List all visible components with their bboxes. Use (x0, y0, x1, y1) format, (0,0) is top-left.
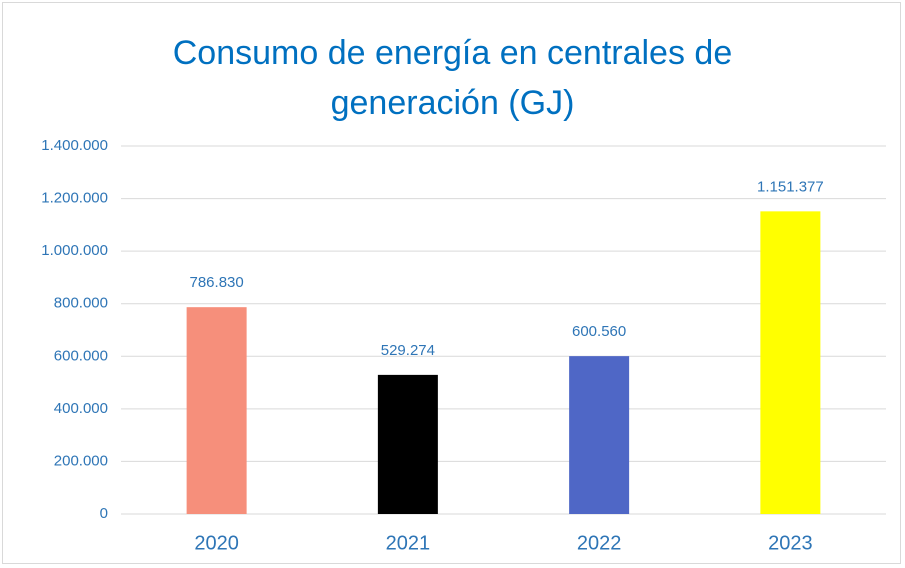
x-tick-label: 2020 (194, 532, 239, 554)
y-tick-label: 600.000 (54, 347, 108, 364)
data-label: 600.560 (572, 323, 626, 340)
data-label: 1.151.377 (757, 178, 824, 195)
data-label: 529.274 (381, 342, 435, 359)
bar (186, 307, 247, 514)
bar (569, 356, 630, 514)
x-tick-label: 2023 (768, 532, 813, 554)
data-label: 786.830 (190, 274, 244, 291)
y-tick-label: 400.000 (54, 400, 108, 417)
y-tick-label: 1.200.000 (41, 190, 108, 207)
y-tick-label: 0 (100, 505, 108, 522)
y-tick-label: 1.000.000 (41, 242, 108, 259)
chart-title: Consumo de energía en centrales de gener… (172, 34, 733, 122)
y-tick-label: 1.400.000 (41, 137, 108, 154)
y-tick-label: 200.000 (54, 452, 108, 469)
bar (377, 374, 438, 514)
x-tick-label: 2021 (386, 532, 431, 554)
bar (760, 211, 821, 514)
y-tick-label: 800.000 (54, 295, 108, 312)
x-tick-label: 2022 (577, 532, 622, 554)
